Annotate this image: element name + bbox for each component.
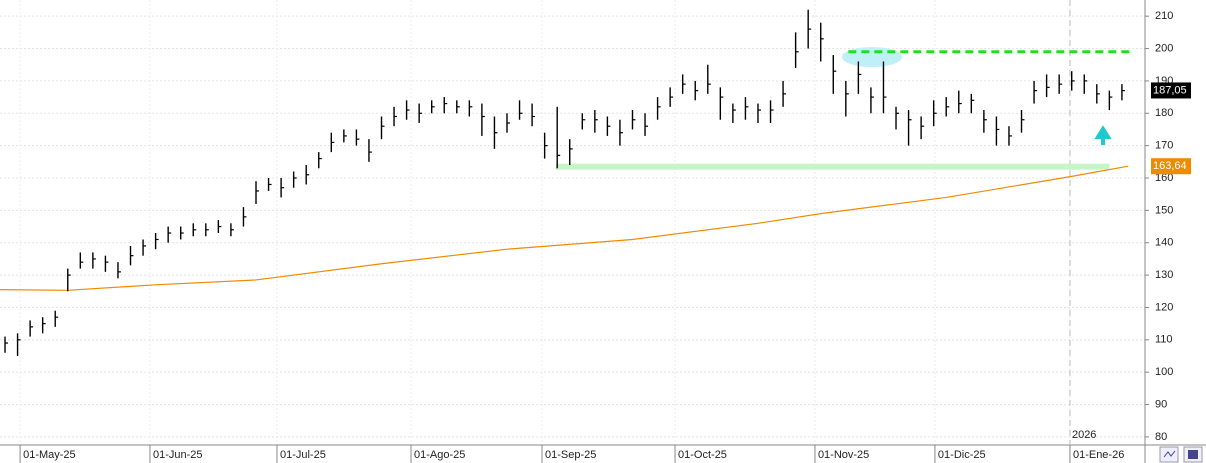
y-tick-label: 110 [1155, 334, 1173, 346]
zoom-button[interactable] [1159, 446, 1179, 463]
y-tick-label: 170 [1155, 140, 1173, 152]
moving-average-line [0, 165, 1129, 291]
x-tick-label: 01-Ene-26 [1073, 449, 1124, 461]
y-tick-label: 200 [1155, 42, 1173, 54]
x-tick-label: 01-May-25 [23, 449, 76, 461]
y-tick-label: 100 [1155, 366, 1173, 378]
x-tick-label: 01-Ago-25 [414, 449, 465, 461]
x-tick-label: 01-Sep-25 [545, 449, 596, 461]
y-tick-label: 140 [1155, 237, 1173, 249]
save-icon [1188, 450, 1198, 459]
y-tick-label: 130 [1155, 269, 1173, 281]
y-tick-label: 180 [1155, 107, 1173, 119]
year-marker-label: 2026 [1072, 429, 1096, 441]
x-tick-label: 01-Dic-25 [938, 449, 986, 461]
x-tick-label: 01-Jul-25 [280, 449, 326, 461]
x-tick-label: 01-Jun-25 [153, 449, 203, 461]
y-tick-label: 80 [1155, 431, 1167, 443]
y-tick-label: 120 [1155, 301, 1173, 313]
ma-label: 163,64 [1153, 160, 1187, 172]
y-tick-label: 150 [1155, 204, 1173, 216]
ma-label-box [1151, 158, 1191, 175]
x-tick-label: 01-Oct-25 [678, 449, 727, 461]
y-tick-label: 160 [1155, 172, 1173, 184]
up-arrow [1094, 125, 1112, 145]
highlight-zone [842, 47, 902, 67]
zoom-icon [1163, 450, 1176, 458]
price-label-box [1151, 82, 1191, 99]
y-tick-label: 210 [1155, 10, 1173, 22]
price-label: 187,05 [1153, 84, 1187, 96]
y-tick-label: 90 [1155, 398, 1167, 410]
x-tick-label: 01-Nov-25 [818, 449, 869, 461]
support-band [555, 163, 1110, 170]
